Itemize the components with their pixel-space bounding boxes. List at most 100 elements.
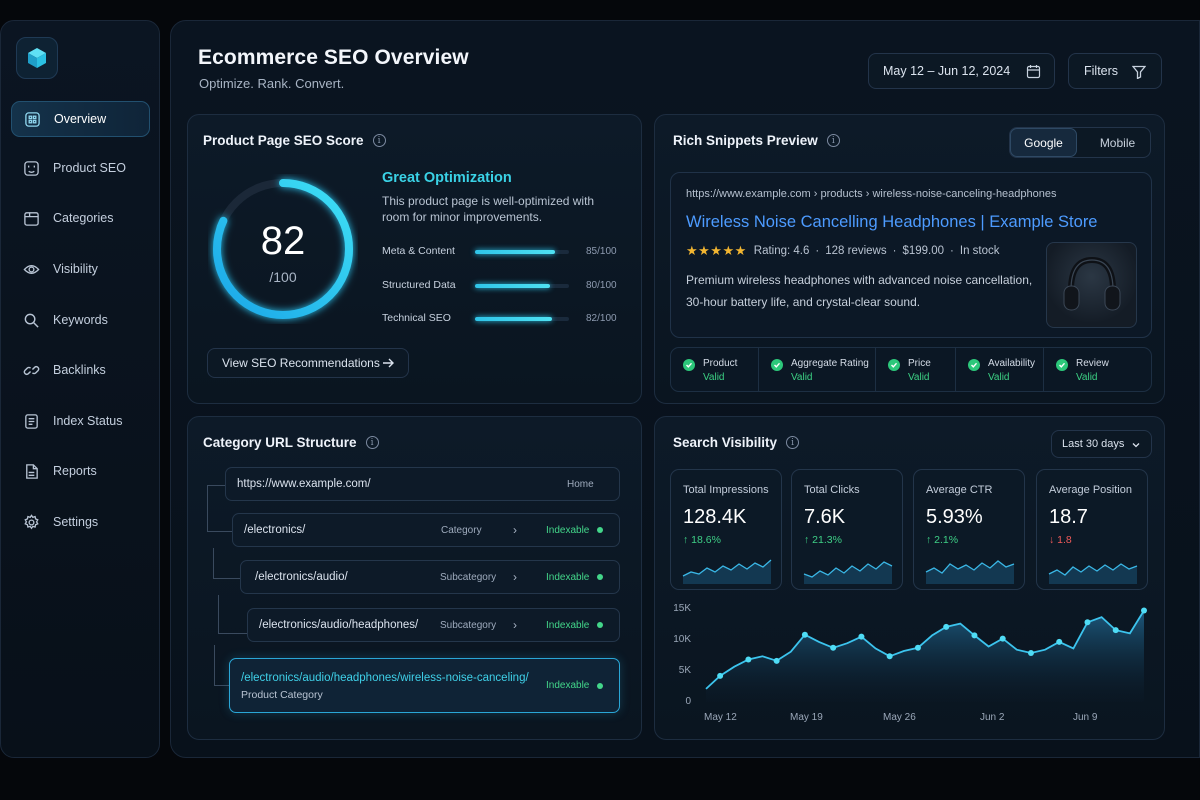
tree-connector [214,685,229,686]
sidebar-item-label: Reports [53,464,97,478]
sidebar-item-categories[interactable]: Categories [11,200,150,236]
chart-point [858,633,865,640]
metric-value: 80/100 [586,280,617,291]
sidebar-item-label: Backlinks [53,363,106,377]
rating-stars: ★★★★★ [686,243,747,258]
url-row-product-category[interactable]: /electronics/audio/headphones/wireless-n… [229,658,620,713]
info-icon[interactable]: i [372,134,386,147]
sidebar-item-label: Keywords [53,313,108,327]
tab-google[interactable]: Google [1010,128,1077,157]
sidebar-item-reports[interactable]: Reports [11,453,150,489]
sparkline [925,560,1015,584]
stat-label: Average Position [1049,484,1132,496]
index-status: Indexable [546,525,604,536]
recommendations-label: View SEO Recommendations [222,356,380,370]
check-availability: Availability Valid [956,348,1044,391]
overview-icon [23,110,41,128]
range-select[interactable]: Last 30 days [1051,430,1152,458]
metric-bar [475,317,569,321]
sidebar-item-label: Product SEO [53,161,126,175]
serp-title-link[interactable]: Wireless Noise Cancelling Headphones | E… [686,213,1098,231]
url-path: /electronics/ [244,524,306,536]
arrow-right-icon [382,357,394,372]
sidebar-item-product-seo[interactable]: Product SEO [11,150,150,186]
check-status: Valid [791,372,813,383]
visibility-area-chart [705,607,1147,702]
sidebar-item-index-status[interactable]: Index Status [11,403,150,439]
headphones-icon [1063,256,1120,311]
score-denominator: /100 [269,269,297,285]
stat-change: ↑ 2.1% [926,534,959,546]
tree-connector [207,485,208,532]
chart-point [773,657,780,664]
eye-icon [22,260,40,278]
stat-card: Average Position 18.7 ↓ 1.8 [1036,469,1148,590]
check-name: Aggregate Rating [791,358,869,369]
url-type: Home [567,478,594,490]
check-status: Valid [908,372,930,383]
chart-point [886,653,893,660]
report-icon [22,462,40,480]
check-price: Price Valid [876,348,956,391]
rich-snippets-title-text: Rich Snippets Preview [673,133,818,148]
range-label: Last 30 days [1062,438,1125,450]
stat-change: ↑ 21.3% [804,534,842,546]
status-dot [597,682,604,689]
chevron-right-icon: › [513,618,517,632]
gauge-fill [213,179,353,319]
chart-point [971,632,978,639]
metric-bar [475,250,569,254]
sidebar-item-visibility[interactable]: Visibility [11,251,150,287]
x-tick-label: May 26 [883,712,916,723]
page-title: Ecommerce SEO Overview [198,46,469,69]
chevron-down-icon [1131,440,1141,453]
url-path: /electronics/audio/headphones/wireless-n… [241,672,529,684]
check-review: Review Valid [1044,348,1151,391]
status-dot [597,622,604,628]
sparkline [803,561,893,584]
document-icon [22,412,40,430]
sidebar-item-backlinks[interactable]: Backlinks [11,352,150,388]
stat-card: Total Clicks 7.6K ↑ 21.3% [791,469,903,590]
filters-button[interactable]: Filters [1068,53,1162,89]
url-row-audio[interactable]: /electronics/audio/ Subcategory › Indexa… [240,560,620,594]
url-type: Subcategory [440,571,497,583]
serp-url: https://www.example.com › products › wir… [686,188,1057,200]
status-description: This product page is well-optimized with… [382,194,595,224]
url-structure-title: Category URL Structure i [203,435,379,450]
sidebar-item-overview[interactable]: Overview [11,101,150,137]
tab-mobile[interactable]: Mobile [1099,135,1136,150]
url-row-home[interactable]: https://www.example.com/ Home [225,467,620,501]
stat-card: Average CTR 5.93% ↑ 2.1% [913,469,1025,590]
date-range-button[interactable]: May 12 – Jun 12, 2024 [868,53,1055,89]
y-tick-label: 0 [685,696,691,707]
info-icon[interactable]: i [786,436,800,449]
sidebar-item-label: Overview [54,112,107,126]
url-row-headphones[interactable]: /electronics/audio/headphones/ Subcatego… [247,608,620,642]
tree-connector [218,595,219,633]
score-value: 82 [260,219,306,263]
sidebar-item-label: Settings [53,515,99,529]
check-name: Product [703,358,738,369]
status-dot [597,574,604,580]
stat-value: 7.6K [804,506,846,528]
check-icon [771,359,783,371]
sidebar-item-keywords[interactable]: Keywords [11,302,150,338]
url-path: /electronics/audio/headphones/ [259,619,419,631]
sidebar-item-settings[interactable]: Settings [11,504,150,540]
info-icon[interactable]: i [826,134,840,147]
product-seo-icon [22,159,40,177]
index-status: Indexable [546,572,604,583]
check-product: Product Valid [671,348,759,391]
search-visibility-title: Search Visibility i [673,435,800,450]
chart-point [914,644,921,651]
check-name: Availability [988,358,1036,369]
url-type: Product Category [241,689,323,701]
url-row-electronics[interactable]: /electronics/ Category › Indexable [232,513,620,547]
stat-label: Average CTR [926,484,993,496]
view-recommendations-button[interactable]: View SEO Recommendations [207,348,409,378]
sparkline [682,559,772,584]
info-icon[interactable]: i [365,436,379,449]
cube-logo-icon[interactable] [16,37,58,79]
tree-connector [213,548,214,578]
